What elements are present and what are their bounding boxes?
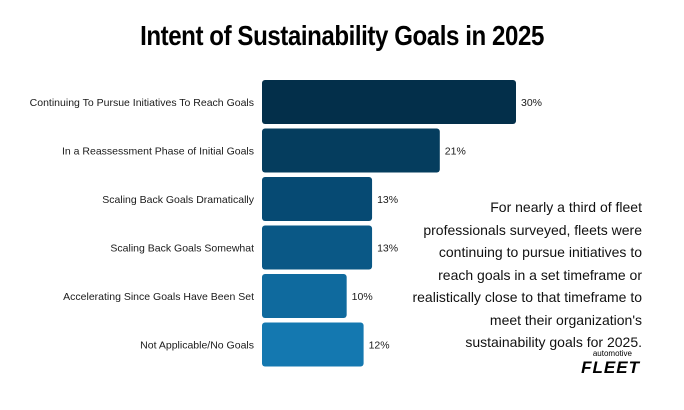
bar-4 xyxy=(262,225,373,270)
annotation-line: sustainability goals for 2025. xyxy=(465,334,642,350)
value-label: 30% xyxy=(521,97,542,109)
category-label: Continuing To Pursue Initiatives To Reac… xyxy=(30,97,254,109)
value-label: 12% xyxy=(369,340,390,352)
bar-3 xyxy=(262,177,373,221)
category-label: Not Applicable/No Goals xyxy=(140,340,254,352)
value-label: 13% xyxy=(377,194,398,206)
annotation-line: For nearly a third of fleet xyxy=(490,199,642,215)
bar-6 xyxy=(262,322,364,367)
annotation-line: reach goals in a set timeframe or xyxy=(438,266,642,283)
value-label: 13% xyxy=(377,243,398,255)
annotation-line: continuing to pursue initiatives to xyxy=(438,244,642,260)
bar-5 xyxy=(262,274,347,318)
value-label: 21% xyxy=(445,146,466,158)
bar-2 xyxy=(262,128,440,173)
annotation-text: For nearly a third of fleet professional… xyxy=(408,196,642,354)
bar-1 xyxy=(262,80,516,124)
automotive-fleet-logo: automotive FLEET xyxy=(581,349,640,377)
value-label: 10% xyxy=(352,291,373,303)
annotation-line: professionals surveyed, fleets were xyxy=(423,221,642,238)
category-label: In a Reassessment Phase of Initial Goals xyxy=(62,146,254,158)
chart-title: Intent of Sustainability Goals in 2025 xyxy=(140,20,544,51)
brand-small-text: automotive xyxy=(592,349,632,358)
brand-big-text: FLEET xyxy=(581,358,640,377)
category-label: Scaling Back Goals Somewhat xyxy=(110,243,254,255)
annotation-line: meet their organization's xyxy=(489,311,642,328)
category-label: Scaling Back Goals Dramatically xyxy=(102,194,254,206)
category-label: Accelerating Since Goals Have Been Set xyxy=(63,291,254,303)
annotation-line: realistically close to that timeframe to xyxy=(412,289,642,305)
